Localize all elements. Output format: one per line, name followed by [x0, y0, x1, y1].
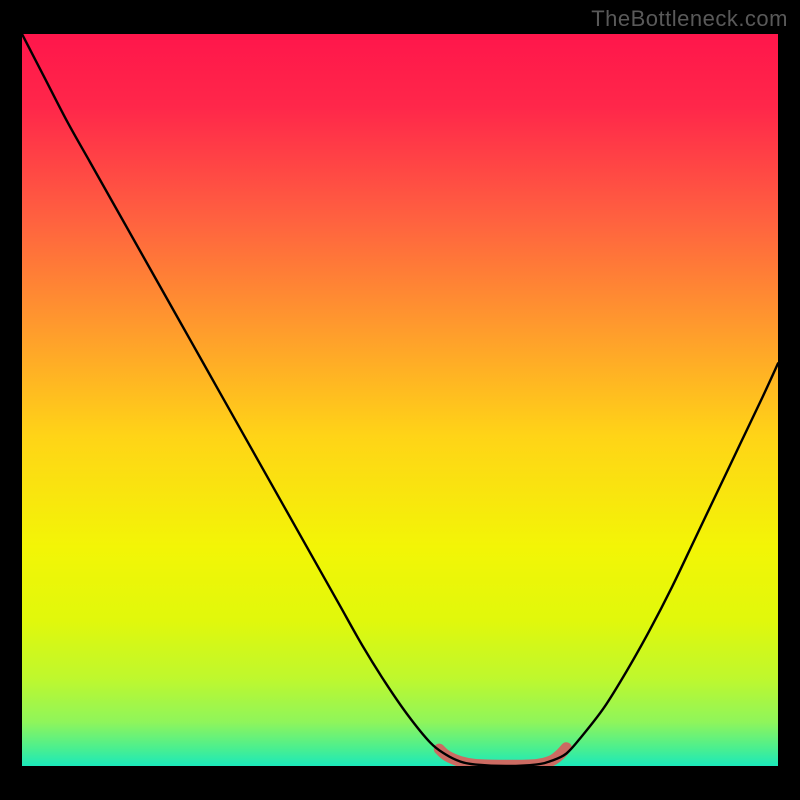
gradient-background	[22, 34, 778, 766]
watermark-text: TheBottleneck.com	[591, 6, 788, 32]
chart-svg	[22, 34, 778, 766]
chart-root: TheBottleneck.com	[0, 0, 800, 800]
plot-area	[22, 34, 778, 766]
